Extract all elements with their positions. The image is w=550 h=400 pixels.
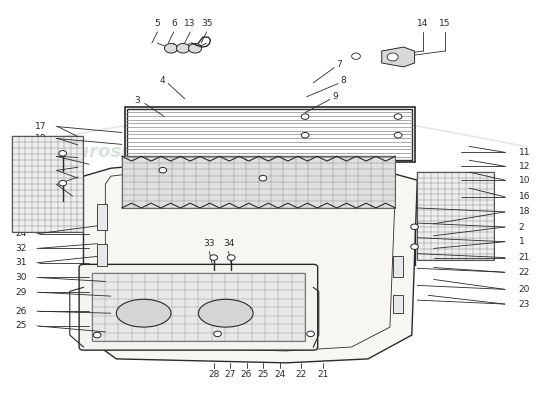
- Text: 35: 35: [201, 19, 212, 28]
- Circle shape: [214, 331, 221, 337]
- Text: 20: 20: [519, 285, 530, 294]
- Circle shape: [210, 255, 218, 260]
- Circle shape: [411, 224, 419, 230]
- Text: 3: 3: [134, 96, 140, 105]
- Text: 26: 26: [241, 370, 252, 379]
- Text: 9: 9: [332, 92, 338, 101]
- Text: 26: 26: [16, 307, 27, 316]
- Text: 30: 30: [15, 273, 27, 282]
- Text: 1: 1: [41, 166, 46, 175]
- Circle shape: [259, 175, 267, 181]
- Text: 24: 24: [275, 370, 286, 379]
- Circle shape: [351, 53, 360, 59]
- Text: 2: 2: [41, 152, 46, 161]
- Bar: [92, 274, 305, 341]
- Text: 11: 11: [519, 148, 530, 157]
- Bar: [393, 295, 403, 313]
- Text: 32: 32: [16, 244, 27, 253]
- Circle shape: [394, 132, 402, 138]
- Bar: [12, 136, 84, 232]
- Bar: [124, 107, 415, 162]
- Text: 18: 18: [35, 134, 46, 143]
- Text: 23: 23: [519, 300, 530, 308]
- Circle shape: [301, 114, 309, 119]
- Text: 6: 6: [171, 19, 177, 28]
- Text: 2: 2: [519, 222, 524, 232]
- Circle shape: [59, 180, 67, 186]
- Text: 12: 12: [519, 162, 530, 171]
- Text: 17: 17: [35, 122, 46, 131]
- Circle shape: [307, 331, 315, 337]
- FancyBboxPatch shape: [79, 264, 318, 350]
- Text: 21: 21: [519, 253, 530, 262]
- Text: 19: 19: [35, 180, 46, 189]
- Text: 8: 8: [340, 76, 346, 85]
- Text: 29: 29: [16, 288, 27, 297]
- Polygon shape: [84, 164, 417, 363]
- Text: 22: 22: [296, 370, 307, 379]
- Text: 13: 13: [184, 19, 196, 28]
- Circle shape: [411, 244, 419, 250]
- Circle shape: [387, 53, 398, 61]
- Text: 24: 24: [16, 229, 27, 238]
- Text: 28: 28: [208, 370, 219, 379]
- Text: 14: 14: [417, 19, 428, 28]
- Bar: [417, 172, 494, 260]
- Text: 31: 31: [15, 258, 27, 267]
- Bar: [97, 204, 107, 230]
- Circle shape: [94, 332, 101, 338]
- Text: 33: 33: [204, 239, 215, 248]
- Circle shape: [189, 44, 202, 53]
- Text: 27: 27: [224, 370, 236, 379]
- Text: 1: 1: [519, 237, 524, 246]
- Ellipse shape: [199, 299, 253, 327]
- Bar: [393, 256, 403, 278]
- Circle shape: [59, 150, 67, 156]
- Text: 25: 25: [257, 370, 268, 379]
- Text: 25: 25: [16, 322, 27, 330]
- Text: 16: 16: [519, 192, 530, 201]
- Text: eurospares: eurospares: [289, 239, 403, 257]
- Bar: [122, 156, 395, 208]
- Text: 21: 21: [317, 370, 329, 379]
- Text: 34: 34: [223, 239, 234, 248]
- Text: eurospares: eurospares: [65, 143, 179, 161]
- Circle shape: [227, 255, 235, 260]
- Polygon shape: [382, 47, 415, 67]
- Ellipse shape: [116, 299, 171, 327]
- Circle shape: [159, 168, 167, 173]
- Circle shape: [177, 44, 190, 53]
- Text: 5: 5: [155, 19, 160, 28]
- Text: 7: 7: [337, 60, 343, 70]
- Text: 18: 18: [519, 208, 530, 216]
- Text: 10: 10: [519, 176, 530, 185]
- Text: 4: 4: [160, 76, 166, 85]
- Bar: [97, 244, 107, 266]
- Circle shape: [394, 114, 402, 119]
- Circle shape: [301, 132, 309, 138]
- Circle shape: [164, 44, 178, 53]
- Text: 22: 22: [519, 268, 530, 277]
- Text: 15: 15: [439, 19, 450, 28]
- Bar: [127, 109, 412, 160]
